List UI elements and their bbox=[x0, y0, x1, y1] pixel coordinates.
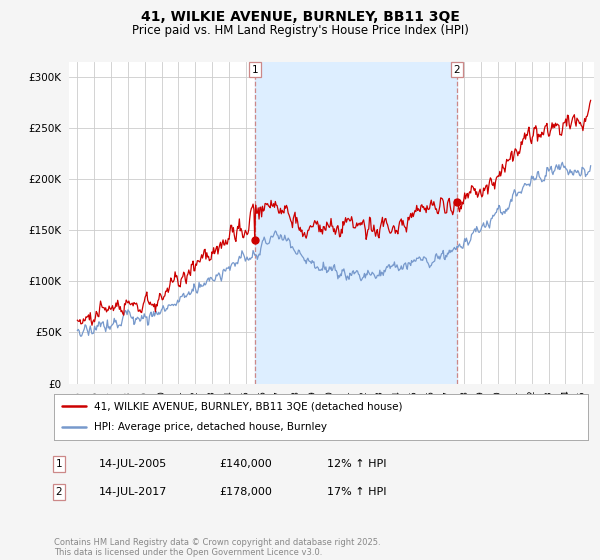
Text: 1: 1 bbox=[55, 459, 62, 469]
Text: 1: 1 bbox=[251, 64, 258, 74]
Text: 12% ↑ HPI: 12% ↑ HPI bbox=[327, 459, 386, 469]
Text: 41, WILKIE AVENUE, BURNLEY, BB11 3QE (detached house): 41, WILKIE AVENUE, BURNLEY, BB11 3QE (de… bbox=[94, 401, 403, 411]
Text: £178,000: £178,000 bbox=[219, 487, 272, 497]
Text: Price paid vs. HM Land Registry's House Price Index (HPI): Price paid vs. HM Land Registry's House … bbox=[131, 24, 469, 36]
Text: 41, WILKIE AVENUE, BURNLEY, BB11 3QE: 41, WILKIE AVENUE, BURNLEY, BB11 3QE bbox=[140, 10, 460, 24]
Text: 2: 2 bbox=[454, 64, 460, 74]
Bar bbox=[255, 62, 457, 384]
Text: 2: 2 bbox=[55, 487, 62, 497]
Text: HPI: Average price, detached house, Burnley: HPI: Average price, detached house, Burn… bbox=[94, 422, 327, 432]
Text: 17% ↑ HPI: 17% ↑ HPI bbox=[327, 487, 386, 497]
Text: Contains HM Land Registry data © Crown copyright and database right 2025.
This d: Contains HM Land Registry data © Crown c… bbox=[54, 538, 380, 557]
Text: 14-JUL-2005: 14-JUL-2005 bbox=[99, 459, 167, 469]
Text: 14-JUL-2017: 14-JUL-2017 bbox=[99, 487, 167, 497]
Text: £140,000: £140,000 bbox=[219, 459, 272, 469]
